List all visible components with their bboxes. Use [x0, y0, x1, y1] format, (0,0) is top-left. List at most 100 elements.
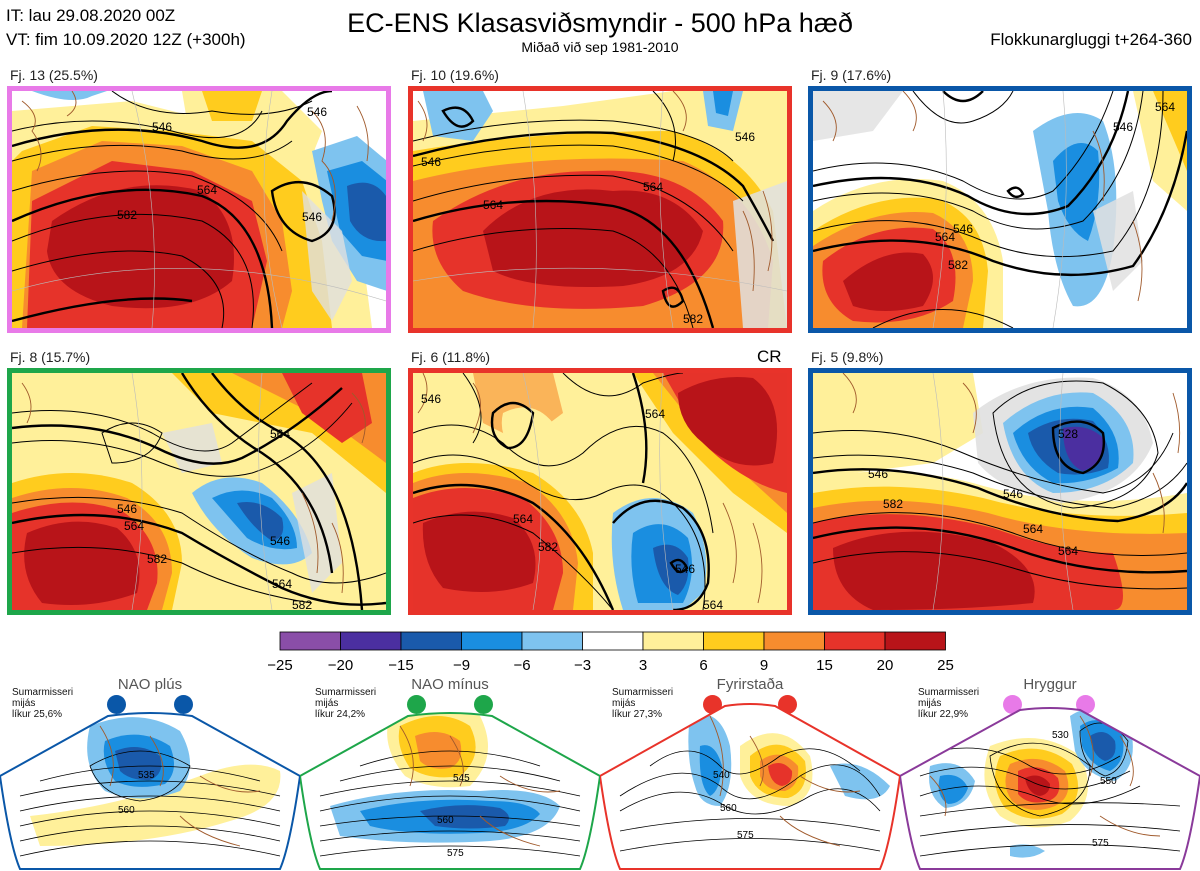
- colorbar-swatch: [400, 631, 462, 651]
- contour-label: 546: [868, 467, 888, 481]
- colorbar-tick-label: −6: [513, 657, 530, 674]
- colorbar-tick-label: 25: [937, 657, 954, 674]
- page-title: EC-ENS Klasasviðsmyndir - 500 hPa hæð: [347, 8, 853, 38]
- contour-label: 575: [737, 830, 754, 841]
- panel-label-2: Fj. 10 (19.6%): [411, 67, 499, 83]
- regime-marker-dot: [174, 695, 193, 714]
- cluster-map-5: 546 564 582 546 564 564: [408, 368, 792, 615]
- regime-marker-dot: [474, 695, 493, 714]
- colorbar-swatch: [279, 631, 341, 651]
- contour-label: 560: [720, 803, 737, 814]
- contour-label: 564: [197, 183, 217, 197]
- colorbar-tick-label: −9: [453, 657, 470, 674]
- cr-marker: CR: [757, 347, 782, 366]
- colorbar-tick-label: −15: [388, 657, 413, 674]
- regime-probability: líkur 25,6%: [12, 709, 63, 720]
- colorbar-swatch: [824, 631, 886, 651]
- colorbar-swatch: [884, 631, 946, 651]
- panel-label-4: Fj. 8 (15.7%): [10, 349, 91, 365]
- colorbar-tick-label: −3: [574, 657, 591, 674]
- regime-mode: mijás: [612, 698, 636, 709]
- regime-name: Fyrirstaða: [716, 676, 784, 693]
- colorbar-swatch: [642, 631, 704, 651]
- panel-label-5: Fj. 6 (11.8%): [411, 349, 491, 365]
- contour-label: 545: [453, 773, 470, 784]
- contour-label: 546: [117, 502, 137, 516]
- contour-label: 546: [1003, 487, 1023, 501]
- regime-probability: líkur 27,3%: [612, 709, 663, 720]
- regime-name: NAO mínus: [411, 676, 489, 693]
- regime-marker-dot: [107, 695, 126, 714]
- colorbar-swatch: [582, 631, 644, 651]
- regime-name: Hryggur: [1023, 676, 1077, 693]
- colorbar-swatch: [340, 631, 402, 651]
- contour-label: 564: [270, 427, 290, 441]
- valid-time: VT: fim 10.09.2020 12Z (+300h): [6, 30, 246, 49]
- regime-probability: líkur 22,9%: [918, 709, 969, 720]
- contour-label: 546: [152, 120, 172, 134]
- page-subtitle: Miðað við sep 1981-2010: [521, 39, 679, 55]
- regime-mode: mijás: [12, 698, 36, 709]
- regime-season: Sumarmisseri: [315, 687, 377, 698]
- colorbar-tick-label: 20: [877, 657, 894, 674]
- regime-season: Sumarmisseri: [12, 687, 74, 698]
- contour-label: 564: [935, 230, 955, 244]
- contour-label: 575: [1092, 838, 1109, 849]
- contour-label: 582: [147, 552, 167, 566]
- contour-label: 546: [421, 392, 441, 406]
- contour-label: 546: [675, 562, 695, 576]
- colorbar-swatch: [763, 631, 825, 651]
- colorbar-tick-label: −20: [328, 657, 353, 674]
- cluster-map-6: 546 564 582 528 546 564: [808, 368, 1192, 615]
- initial-time: IT: lau 29.08.2020 00Z: [6, 6, 176, 25]
- regime-season: Sumarmisseri: [612, 687, 674, 698]
- contour-label: 582: [948, 258, 968, 272]
- panel-label-6: Fj. 5 (9.8%): [811, 349, 884, 365]
- contour-label: 528: [1058, 427, 1078, 441]
- contour-label: 564: [513, 512, 533, 526]
- contour-label: 546: [307, 105, 327, 119]
- contour-label: 564: [703, 598, 723, 610]
- colorbar-swatch: [521, 631, 583, 651]
- colorbar-tick-label: 9: [760, 657, 768, 674]
- cluster-map-2: 546 564 546 564 582: [408, 86, 792, 333]
- regime-marker-dot: [1076, 695, 1095, 714]
- regime-ridge: Sumarmisseri mijás líkur 22,9% Hryggur: [900, 676, 1200, 871]
- regime-blocking: Sumarmisseri mijás líkur 27,3% Fyrirstað…: [600, 676, 900, 871]
- contour-label: 582: [538, 540, 558, 554]
- contour-label: 582: [683, 312, 703, 326]
- cluster-map-4: 546 564 582 546 564 582 564: [7, 368, 391, 615]
- cluster-map-1: 546 564 582 546 546: [7, 86, 391, 333]
- contour-label: 564: [643, 180, 663, 194]
- contour-label: 564: [272, 577, 292, 591]
- regime-nao-minus: Sumarmisseri mijás líkur 24,2% NAO mínus: [300, 676, 600, 871]
- panel-label-1: Fj. 13 (25.5%): [10, 67, 98, 83]
- contour-label: 550: [1100, 776, 1117, 787]
- colorbar-swatch: [461, 631, 523, 651]
- contour-label: 564: [1058, 544, 1078, 558]
- regime-nao-plus: Sumarmisseri mijás líkur 25,6% NAO plús …: [0, 676, 300, 871]
- regime-mode: mijás: [315, 698, 339, 709]
- contour-label: 582: [117, 208, 137, 222]
- colorbar-tick-label: 3: [639, 657, 647, 674]
- contour-label: 530: [1052, 730, 1069, 741]
- panel-label-3: Fj. 9 (17.6%): [811, 67, 892, 83]
- colorbar-tick-label: 6: [699, 657, 707, 674]
- contour-label: 540: [713, 770, 730, 781]
- contour-label: 564: [1023, 522, 1043, 536]
- contour-label: 575: [447, 848, 464, 859]
- contour-label: 546: [735, 130, 755, 144]
- contour-label: 564: [645, 407, 665, 421]
- classification-window: Flokkunargluggi t+264-360: [990, 30, 1192, 49]
- contour-label: 582: [883, 497, 903, 511]
- cluster-map-3: 546 564 582 546 564: [808, 86, 1192, 333]
- contour-label: 564: [1155, 100, 1175, 114]
- contour-label: 560: [437, 815, 454, 826]
- regime-marker-dot: [407, 695, 426, 714]
- regime-marker-dot: [1003, 695, 1022, 714]
- regime-season: Sumarmisseri: [918, 687, 980, 698]
- contour-label: 560: [118, 805, 135, 816]
- header-info: IT: lau 29.08.2020 00Z VT: fim 10.09.202…: [6, 4, 246, 52]
- contour-label: 546: [1113, 120, 1133, 134]
- contour-label: 546: [953, 222, 973, 236]
